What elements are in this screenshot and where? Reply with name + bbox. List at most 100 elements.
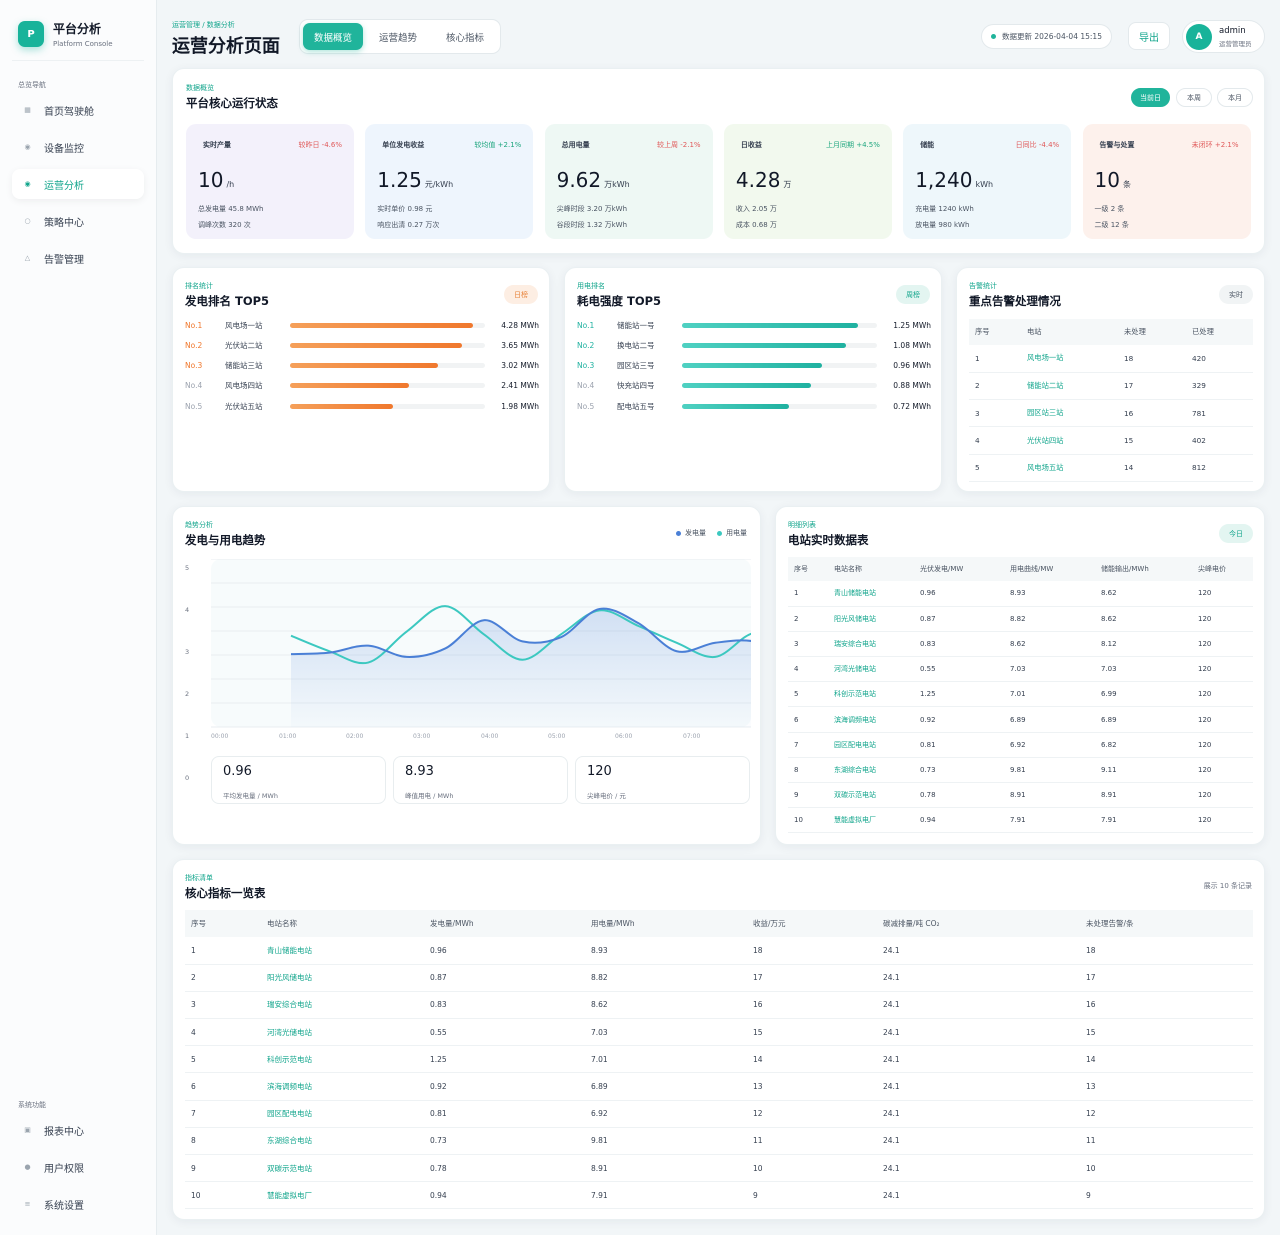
rank-row[interactable]: No.5 光伏站五站 1.98 MWh <box>185 400 539 412</box>
table-cell[interactable]: 河湾光储电站 <box>828 656 914 683</box>
export-button[interactable]: 导出 <box>1128 22 1170 50</box>
table-row[interactable]: 5 科创示范电站 1.25 7.01 6.99 120 <box>788 681 1253 708</box>
kpi-card[interactable]: 告警与处置 未闭环 +2.1% 10 条一级 2 条二级 12 条 <box>1082 124 1251 239</box>
sidebar-item-1-nav.items[interactable]: ▦ 首页驾驶舱 <box>12 95 144 125</box>
sidebar-item-3-nav.items2[interactable]: ≡ 系统设置 <box>12 1189 144 1219</box>
column-header[interactable]: 序号 <box>185 910 261 937</box>
rank-period-badge[interactable]: 周榜 <box>896 285 930 304</box>
table-row[interactable]: 1 青山储能电站 0.96 8.93 8.62 120 <box>788 581 1253 607</box>
sidebar-item-2-nav.items2[interactable]: ● 用户权限 <box>12 1152 144 1182</box>
table-row[interactable]: 3 瑞安综合电站 0.83 8.62 8.12 120 <box>788 631 1253 658</box>
table-row[interactable]: 9 双碳示范电站 0.78 8.91 10 24.1 10 <box>185 1154 1253 1183</box>
table-row[interactable]: 6 滨海调频电站 0.92 6.89 13 24.1 13 <box>185 1072 1253 1101</box>
sidebar-item-5-nav.items[interactable]: △ 告警管理 <box>12 243 144 273</box>
column-header[interactable]: 未处理告警/条 <box>1080 910 1253 937</box>
table-row[interactable]: 7 园区配电电站 0.81 6.92 6.82 120 <box>788 732 1253 758</box>
table-row[interactable]: 1 风电场一站 18 420 <box>969 345 1253 373</box>
rank-row[interactable]: No.3 园区站三号 0.96 MWh <box>577 360 931 372</box>
rank-row[interactable]: No.3 储能站三站 3.02 MWh <box>185 360 539 372</box>
table-cell[interactable]: 慧能虚拟电厂 <box>261 1181 424 1210</box>
table-cell[interactable]: 双碳示范电站 <box>828 782 914 809</box>
column-header[interactable]: 已处理 <box>1186 319 1253 345</box>
column-header[interactable]: 用电量/MWh <box>585 910 747 937</box>
table-row[interactable]: 1 青山储能电站 0.96 8.93 18 24.1 18 <box>185 937 1253 965</box>
range-week[interactable]: 本周 <box>1176 88 1212 107</box>
table-cell[interactable]: 园区站三站 <box>1021 399 1118 428</box>
table-cell[interactable]: 科创示范电站 <box>261 1045 424 1074</box>
rank-row[interactable]: No.4 风电场四站 2.41 MWh <box>185 380 539 392</box>
column-header[interactable]: 电站名称 <box>828 557 914 581</box>
kpi-card[interactable]: 日收益 上月同期 +4.5% 4.28 万收入 2.05 万成本 0.68 万 <box>723 124 892 239</box>
table-cell[interactable]: 东湖综合电站 <box>828 757 914 784</box>
table-row[interactable]: 2 阳光风储电站 0.87 8.82 17 24.1 17 <box>185 964 1253 992</box>
table-cell[interactable]: 阳光风储电站 <box>828 606 914 632</box>
table-row[interactable]: 5 科创示范电站 1.25 7.01 14 24.1 14 <box>185 1045 1253 1074</box>
rank-row[interactable]: No.4 快充站四号 0.88 MWh <box>577 380 931 392</box>
kpi-card[interactable]: 储能 日同比 -4.4% 1,240 kWh 充电量 1240 kWh 放电量 980 k… <box>903 124 1072 239</box>
rank-row[interactable]: No.2 光伏站二站 3.65 MWh <box>185 339 539 351</box>
column-header[interactable]: 碳减排量/吨 CO₂ <box>877 910 1080 937</box>
column-header[interactable]: 电站名称 <box>261 910 424 937</box>
table-cell[interactable]: 青山储能电站 <box>828 581 914 607</box>
table-row[interactable]: 5 风电场五站 14 812 <box>969 454 1253 482</box>
table-row[interactable]: 10 慧能虚拟电厂 0.94 7.91 7.91 120 <box>788 807 1253 834</box>
table-cell[interactable]: 瑞安综合电站 <box>261 991 424 1020</box>
table-cell[interactable]: 园区配电电站 <box>261 1100 424 1128</box>
tab-overview[interactable]: 数据概览 <box>303 23 363 50</box>
rank-period-badge[interactable]: 日榜 <box>504 285 538 304</box>
range-today[interactable]: 当前日 <box>1131 88 1170 107</box>
table-row[interactable]: 7 园区配电电站 0.81 6.92 12 24.1 12 <box>185 1100 1253 1128</box>
table-row[interactable]: 8 东湖综合电站 0.73 9.81 9.11 120 <box>788 757 1253 784</box>
column-header[interactable]: 序号 <box>788 557 828 581</box>
breadcrumb[interactable]: 运营管理 / 数据分析 <box>172 21 235 29</box>
sidebar-item-1-nav.items2[interactable]: ▣ 报表中心 <box>12 1115 144 1145</box>
table-cell[interactable]: 风电场一站 <box>1021 345 1118 373</box>
table-cell[interactable]: 阳光风储电站 <box>261 964 424 992</box>
tab-core-metrics[interactable]: 核心指标 <box>445 32 484 44</box>
tab-trend[interactable]: 运营趋势 <box>378 32 417 44</box>
rank-row[interactable]: No.1 风电场一站 4.28 MWh <box>185 319 539 331</box>
column-header[interactable]: 储能输出/MWh <box>1095 557 1192 581</box>
table-cell[interactable]: 风电场五站 <box>1021 454 1118 482</box>
table-cell[interactable]: 滨海调频电站 <box>828 706 914 733</box>
table-row[interactable]: 10 慧能虚拟电厂 0.94 7.91 9 24.1 9 <box>185 1181 1253 1210</box>
table-row[interactable]: 3 瑞安综合电站 0.83 8.62 16 24.1 16 <box>185 991 1253 1020</box>
table-cell[interactable]: 慧能虚拟电厂 <box>828 807 914 834</box>
column-header[interactable]: 未处理 <box>1118 319 1186 345</box>
table-row[interactable]: 6 滨海调频电站 0.92 6.89 6.89 120 <box>788 706 1253 733</box>
table-row[interactable]: 4 河湾光储电站 0.55 7.03 15 24.1 15 <box>185 1018 1253 1047</box>
rank-row[interactable]: No.5 配电站五号 0.72 MWh <box>577 400 931 412</box>
kpi-card[interactable]: 单位发电收益 较均值 +2.1% 1.25 元/kWh 实时单价 0.98 元响应出清 … <box>365 124 534 239</box>
table-row[interactable]: 9 双碳示范电站 0.78 8.91 8.91 120 <box>788 782 1253 809</box>
realtime-badge[interactable]: 实时 <box>1219 285 1253 304</box>
sidebar-item-4-nav.items[interactable]: ○ 策略中心 <box>12 206 144 236</box>
table-row[interactable]: 3 园区站三站 16 781 <box>969 399 1253 428</box>
today-badge[interactable]: 今日 <box>1219 524 1253 543</box>
table-cell[interactable]: 滨海调频电站 <box>261 1072 424 1101</box>
table-cell[interactable]: 储能站二站 <box>1021 372 1118 401</box>
table-cell[interactable]: 河湾光储电站 <box>261 1018 424 1047</box>
column-header[interactable]: 收益/万元 <box>747 910 877 937</box>
table-cell[interactable]: 科创示范电站 <box>828 681 914 708</box>
table-cell[interactable]: 瑞安综合电站 <box>828 631 914 658</box>
usage-line[interactable] <box>290 605 751 665</box>
table-row[interactable]: 2 储能站二站 17 329 <box>969 372 1253 401</box>
column-header[interactable]: 发电量/MWh <box>424 910 585 937</box>
range-month[interactable]: 本月 <box>1217 88 1253 107</box>
legend-item-usage[interactable]: 用电量 <box>717 528 747 538</box>
generation-line[interactable] <box>290 607 751 658</box>
kpi-card[interactable]: 实时产量 较昨日 -4.6% 10/h 总发电量 45.8 MWh 调峰次数 320 次 <box>186 124 354 239</box>
column-header[interactable]: 尖峰电价 <box>1192 557 1253 581</box>
column-header[interactable]: 序号 <box>969 319 1021 345</box>
column-header[interactable]: 用电曲线/MW <box>1004 557 1095 581</box>
rank-row[interactable]: No.1 储能站一号 1.25 MWh <box>577 319 931 331</box>
legend-item-generation[interactable]: 发电量 <box>676 528 706 538</box>
table-row[interactable]: 4 河湾光储电站 0.55 7.03 7.03 120 <box>788 656 1253 683</box>
table-row[interactable]: 4 光伏站四站 15 402 <box>969 426 1253 455</box>
table-cell[interactable]: 青山储能电站 <box>261 937 424 965</box>
table-cell[interactable]: 光伏站四站 <box>1021 426 1118 455</box>
table-row[interactable]: 8 东湖综合电站 0.73 9.81 11 24.1 11 <box>185 1127 1253 1156</box>
table-cell[interactable]: 东湖综合电站 <box>261 1127 424 1156</box>
table-cell[interactable]: 双碳示范电站 <box>261 1154 424 1183</box>
table-cell[interactable]: 园区配电电站 <box>828 732 914 758</box>
